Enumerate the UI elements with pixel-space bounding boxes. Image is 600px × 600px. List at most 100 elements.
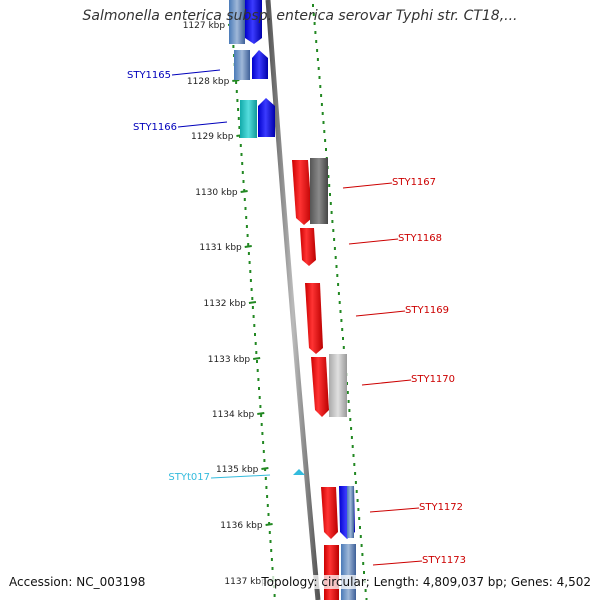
ring-dot xyxy=(350,436,353,439)
trna-styt017-marker[interactable] xyxy=(293,469,305,475)
ring-dot xyxy=(243,198,246,201)
gene-block-1165-top[interactable] xyxy=(229,0,262,44)
ring-dot xyxy=(346,391,349,394)
ring-dot xyxy=(235,81,238,84)
ring-dot xyxy=(264,468,267,471)
ring-dot xyxy=(356,499,359,502)
ring-dot xyxy=(333,247,336,250)
ring-dot xyxy=(248,261,251,264)
label-connector xyxy=(355,310,406,317)
outer-tick-ring xyxy=(312,4,368,600)
ring-dot xyxy=(350,427,353,430)
kbp-tick-label: 1128 kbp xyxy=(187,77,230,87)
left-gene-labels: STY1165 STY1166 STYt017 xyxy=(127,69,271,483)
gene-block-1168[interactable] xyxy=(300,228,316,266)
ring-dot xyxy=(237,117,240,120)
ring-dot xyxy=(232,45,235,48)
gene-block-1167[interactable] xyxy=(292,158,328,225)
gene-block-1165[interactable] xyxy=(234,50,268,80)
ring-dot xyxy=(318,76,321,79)
ring-dot xyxy=(325,148,327,151)
gene-block-1173[interactable] xyxy=(324,544,356,600)
kbp-tick-mark xyxy=(265,523,273,526)
right-gene-labels: STY1167 STY1168 STY1169 STY1170 STY1172 STY11… xyxy=(342,177,466,566)
label-connector xyxy=(171,69,221,76)
ring-dot xyxy=(263,459,266,462)
ring-dot xyxy=(329,202,332,205)
gene-label-sty1172[interactable]: STY1172 xyxy=(419,502,463,513)
gene-label-sty1168[interactable]: STY1168 xyxy=(398,233,442,244)
kbp-tick-label: 1131 kbp xyxy=(199,243,242,253)
ring-dot xyxy=(337,283,340,286)
gene-label-styt017[interactable]: STYt017 xyxy=(168,472,210,483)
kbp-tick-label: 1127 kbp xyxy=(183,21,226,31)
ring-dot xyxy=(329,193,331,196)
ring-dot xyxy=(241,171,244,174)
ring-dot xyxy=(336,274,339,277)
ring-dot xyxy=(317,67,320,70)
gene-label-sty1169[interactable]: STY1169 xyxy=(405,305,449,316)
ring-dot xyxy=(260,423,263,426)
kbp-tick-mark xyxy=(240,190,248,193)
gene-label-sty1165[interactable]: STY1165 xyxy=(127,70,171,81)
gene-label-sty1173[interactable]: STY1173 xyxy=(422,555,466,566)
ring-dot xyxy=(323,130,326,133)
gene-block-1166[interactable] xyxy=(240,98,275,138)
forward-genes xyxy=(229,0,305,475)
gene-label-sty1166[interactable]: STY1166 xyxy=(133,122,177,133)
ring-dot xyxy=(332,229,335,232)
ring-dot xyxy=(273,594,276,597)
ring-dot xyxy=(330,211,333,214)
ring-dot xyxy=(342,346,345,349)
kbp-tick-mark xyxy=(253,357,261,360)
ring-dot xyxy=(331,220,334,223)
ring-dot xyxy=(247,243,250,246)
ring-dot xyxy=(351,445,354,448)
kbp-ticks: 1127 kbp 1128 kbp 1129 kbp 1130 kbp 1131 kbp… xyxy=(183,21,277,587)
ring-dot xyxy=(339,310,342,313)
ring-dot xyxy=(256,360,258,363)
ring-dot xyxy=(268,531,271,534)
ring-dot xyxy=(359,535,362,538)
gene-block-1170[interactable] xyxy=(311,354,347,417)
gene-block-1169[interactable] xyxy=(305,283,323,354)
ring-dot xyxy=(245,216,248,219)
ring-dot xyxy=(252,315,255,318)
ring-dot xyxy=(236,99,239,102)
ring-dot xyxy=(316,49,319,52)
ring-dot xyxy=(363,571,365,574)
ring-dot xyxy=(256,369,259,372)
ring-dot xyxy=(324,139,327,142)
ring-dot xyxy=(251,297,254,300)
ring-dot xyxy=(261,432,264,435)
ring-dot xyxy=(239,144,242,147)
ring-dot xyxy=(359,526,361,529)
ring-dot xyxy=(335,265,338,268)
ring-dot xyxy=(312,4,314,7)
ring-dot xyxy=(247,252,250,255)
ring-dot xyxy=(364,589,367,592)
label-connector xyxy=(372,560,423,566)
kbp-tick-label: 1134 kbp xyxy=(212,410,255,420)
ring-dot xyxy=(361,553,364,556)
kbp-tick-label: 1137 kbp xyxy=(224,577,267,587)
gene-block-1172[interactable] xyxy=(321,486,355,539)
label-connector xyxy=(369,507,420,513)
ring-dot xyxy=(249,279,252,282)
ring-dot xyxy=(365,598,368,600)
ring-dot xyxy=(314,31,317,34)
label-connector xyxy=(342,182,393,189)
ring-dot xyxy=(260,414,263,417)
label-connector xyxy=(348,238,399,245)
reverse-genes xyxy=(292,158,356,600)
ring-dot xyxy=(240,153,243,156)
ring-dot xyxy=(267,513,270,516)
kbp-tick-mark xyxy=(232,79,240,82)
gene-label-sty1170[interactable]: STY1170 xyxy=(411,374,455,385)
kbp-tick-mark xyxy=(261,467,269,470)
ring-dot xyxy=(353,463,356,466)
ring-dot xyxy=(258,396,261,399)
ring-dot xyxy=(354,472,357,475)
gene-label-sty1167[interactable]: STY1167 xyxy=(392,177,436,188)
